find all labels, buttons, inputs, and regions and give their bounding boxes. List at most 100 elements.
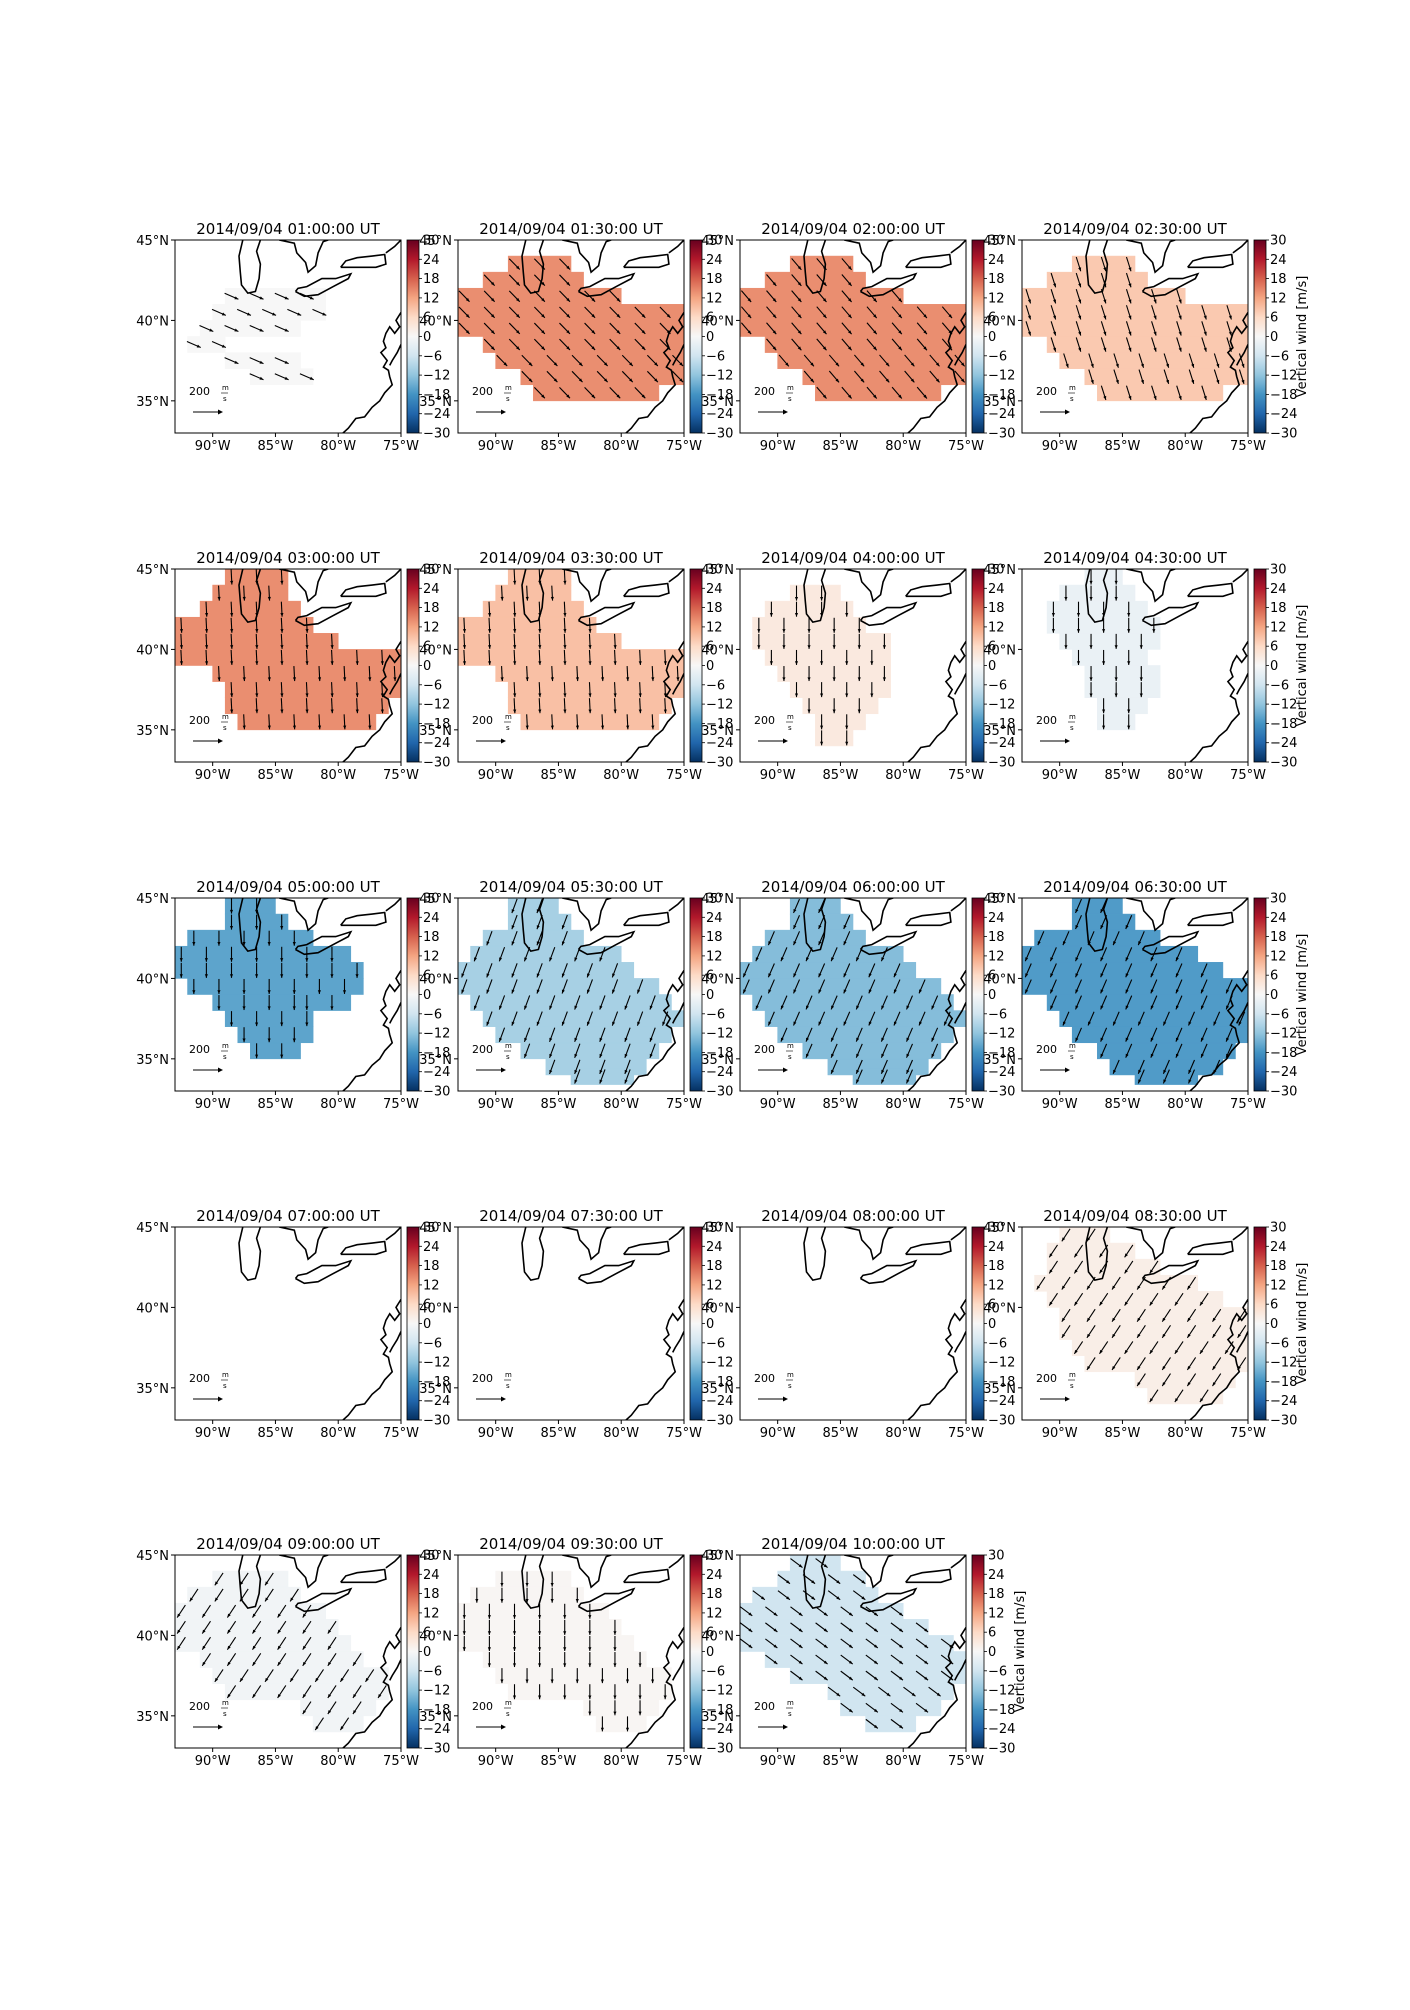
coastlines <box>1085 569 1248 762</box>
wind-arrow-head <box>578 378 583 383</box>
wind-arrow-head <box>1049 1253 1053 1258</box>
wind-arrow-head <box>624 1037 628 1042</box>
coastline <box>1188 311 1248 433</box>
colorbar-tick-label: 0 <box>706 1645 714 1660</box>
colorbar-tick-label: 12 <box>1270 291 1287 306</box>
wind-arrow-head <box>462 629 467 633</box>
coastline <box>341 640 401 762</box>
wind-arrow-head <box>1050 1005 1054 1010</box>
wind-arrow-head <box>500 596 504 601</box>
wind-arrow-head <box>1074 1269 1078 1274</box>
x-axis: 90°W 85°W 80°W 75°W <box>195 1420 419 1441</box>
quiver-key-unit-num: m <box>505 713 512 721</box>
wind-arrow-head <box>1128 347 1132 352</box>
x-axis: 90°W 85°W 80°W 75°W <box>195 1091 419 1112</box>
vertical-wind-cell <box>495 1667 672 1684</box>
colorbar-tick-label: 0 <box>988 1317 996 1332</box>
colorbar-tick-label: 0 <box>988 988 996 1003</box>
x-tick-label: 90°W <box>195 1426 231 1441</box>
wind-arrow-head <box>856 957 860 962</box>
colorbar-gradient <box>1253 897 1267 1092</box>
wind-arrow-head <box>1153 331 1157 336</box>
wind-arrow-head <box>292 725 297 730</box>
wind-arrow-head <box>1027 331 1031 336</box>
wind-arrow-head <box>1053 331 1057 336</box>
wind-arrow-head <box>242 942 246 946</box>
wind-arrow-head <box>538 1631 542 1635</box>
coastline <box>1126 569 1176 603</box>
wind-arrow-head <box>797 298 802 302</box>
colorbar-tick-label: −18 <box>1270 1046 1297 1061</box>
y-tick-label: 45°N <box>983 892 1016 907</box>
quiver-key-unit-num: m <box>787 1371 794 1379</box>
coastline <box>1141 1259 1200 1285</box>
wind-arrow-head <box>380 709 384 714</box>
wind-arrow-head <box>591 346 596 350</box>
wind-arrow-head <box>931 1053 935 1058</box>
wind-arrow-head <box>649 1005 653 1010</box>
wind-arrow-head <box>906 1079 910 1084</box>
y-tick-label: 35°N <box>701 1053 734 1068</box>
wind-arrow-head <box>474 1005 477 1010</box>
wind-arrow-head <box>599 957 603 962</box>
coastline <box>385 1555 401 1569</box>
wind-arrow-head <box>1213 1069 1217 1074</box>
colorbar-tick-label: 24 <box>423 911 440 926</box>
wind-arrow-head <box>355 661 359 665</box>
x-tick-label: 85°W <box>540 1754 576 1769</box>
wind-arrow-head <box>1162 1382 1166 1387</box>
wind-arrow-head <box>899 1612 903 1616</box>
y-tick-label: 35°N <box>701 1382 734 1397</box>
wind-arrow-head <box>330 693 334 698</box>
vertical-wind-cell <box>495 1570 572 1588</box>
plot-area <box>458 898 684 1091</box>
colorbar-tick-label: −18 <box>988 1703 1015 1718</box>
y-tick-label: 35°N <box>701 1710 734 1725</box>
colorbar-tick-label: −12 <box>423 698 450 713</box>
wind-arrow-head <box>832 629 836 633</box>
colorbar-tick-label: 0 <box>423 659 431 674</box>
wind-arrow-head <box>1203 315 1207 320</box>
vertical-wind-cell <box>752 945 904 963</box>
colorbar-tick-label: −30 <box>423 1414 450 1429</box>
wind-arrow-head <box>748 1644 753 1648</box>
wind-arrow-head <box>1103 283 1107 288</box>
wind-arrow-head <box>1178 299 1182 304</box>
coastlines <box>1085 1227 1248 1420</box>
colorbar-tick-label: −18 <box>1270 1375 1297 1390</box>
wind-arrow-head <box>255 629 259 633</box>
quiver-key-unit-num: m <box>222 384 229 392</box>
coastline <box>906 1298 966 1420</box>
wind-arrow-head <box>676 677 680 682</box>
wind-arrow-head <box>1201 989 1204 994</box>
wind-arrow-head <box>1187 1285 1191 1290</box>
wind-arrow-head <box>1124 1269 1128 1274</box>
x-tick-label: 90°W <box>1042 768 1078 783</box>
wind-arrow-head <box>666 330 671 334</box>
vertical-wind-cell <box>212 1667 389 1684</box>
wind-arrow-head <box>856 1037 860 1042</box>
vertical-wind-cell <box>458 1635 635 1652</box>
wind-arrow-head <box>541 330 545 334</box>
vertical-wind-cell <box>595 1715 647 1733</box>
wind-arrows <box>1025 256 1245 401</box>
colorbar-tick-label: 18 <box>1270 272 1287 287</box>
quiver-key-unit-den: s <box>788 1382 792 1390</box>
coastlines <box>521 569 684 762</box>
colorbar-tick-label: −6 <box>423 349 442 364</box>
coastline <box>859 1587 918 1613</box>
wind-arrow-head <box>743 973 747 978</box>
wind-arrow-head <box>798 1660 803 1665</box>
quiver-key-arrow-head <box>1065 1396 1070 1402</box>
wind-arrow-head <box>234 296 239 300</box>
x-tick-label: 75°W <box>666 1754 702 1769</box>
quiver-key-unit-den: s <box>1070 395 1074 403</box>
wind-arrow-head <box>588 1631 592 1635</box>
coastline <box>950 898 966 912</box>
wind-arrow-head <box>1150 973 1154 978</box>
wind-arrow-head <box>1175 1037 1179 1042</box>
vertical-wind-cell <box>1022 320 1248 337</box>
